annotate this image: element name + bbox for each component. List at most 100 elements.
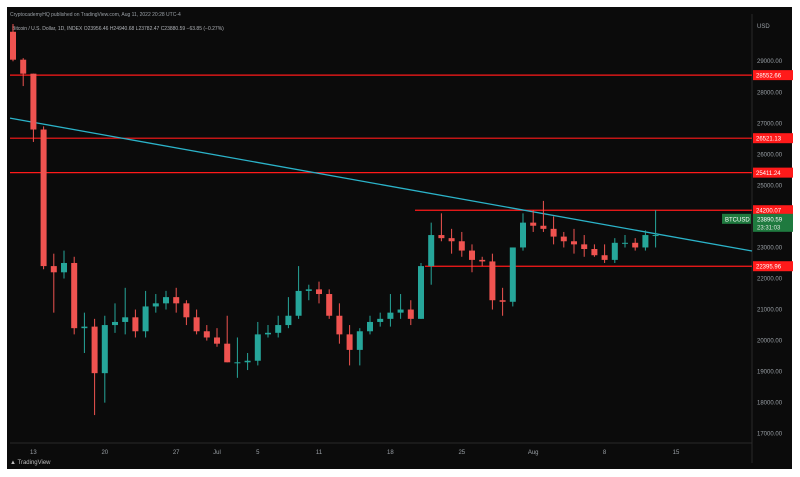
candle-body	[448, 238, 455, 242]
candle-body	[601, 255, 608, 260]
candle-body	[581, 244, 588, 250]
candle-body	[489, 261, 496, 301]
candle-body	[438, 235, 445, 239]
candle-body	[295, 290, 302, 316]
y-tick-label: 17000.00	[757, 432, 783, 438]
candle-body	[10, 31, 16, 60]
x-tick-label: 25	[458, 450, 465, 456]
candle-body	[540, 225, 547, 229]
symbol-tag	[722, 213, 751, 224]
currency-label: USD	[757, 24, 770, 30]
candle-body	[407, 309, 414, 319]
candle-body	[91, 326, 98, 374]
candle-body	[377, 318, 384, 322]
candle-body	[132, 317, 139, 332]
candle-body	[173, 297, 180, 304]
candle-body	[499, 300, 506, 302]
candle-body	[591, 249, 598, 256]
candle-body	[234, 362, 241, 364]
candle-body	[265, 332, 271, 335]
level-price-label: 28552.66	[756, 73, 782, 79]
y-tick-label: 28000.00	[757, 90, 783, 96]
candle-body	[479, 259, 486, 262]
candle-body	[61, 262, 67, 273]
y-tick-label: 27000.00	[757, 121, 783, 127]
tradingview-logo-icon: ▲	[10, 460, 18, 466]
candle-body	[632, 242, 639, 248]
candle-body	[367, 321, 373, 332]
countdown-label: 23:31:03	[757, 225, 781, 231]
level-price-tag	[753, 70, 793, 81]
level-price-label: 24200.07	[756, 208, 782, 214]
candle-body	[193, 317, 200, 332]
y-tick-label: 21000.00	[757, 308, 783, 314]
candle-body	[81, 326, 88, 329]
candle-body	[122, 317, 129, 322]
candle-body	[550, 228, 557, 237]
candle-body	[336, 315, 343, 335]
candle-body	[224, 343, 231, 363]
y-tick-label: 20000.00	[757, 339, 783, 345]
candle-body	[418, 266, 424, 319]
candle-body	[112, 321, 118, 326]
candle-body	[642, 235, 649, 248]
candle-body	[458, 241, 465, 251]
candle-body	[214, 337, 220, 344]
candle-body	[326, 294, 333, 316]
candle-body	[428, 235, 435, 267]
candle-body	[530, 222, 537, 226]
y-tick-label: 23000.00	[757, 245, 783, 251]
candle-body	[356, 331, 363, 350]
candle-body	[163, 297, 169, 304]
symbol-label: BTCUSD	[725, 217, 750, 223]
tradingview-logo: ▲ TradingView	[10, 460, 51, 466]
y-tick-label: 19000.00	[757, 370, 783, 376]
level-price-label: 25411.24	[756, 171, 781, 177]
candle-body	[316, 289, 322, 295]
y-tick-label: 29000.00	[757, 59, 783, 65]
candle-body	[101, 325, 108, 374]
x-tick-label: 27	[173, 450, 180, 456]
candle-body	[254, 334, 261, 361]
x-tick-label: 15	[673, 450, 680, 456]
candle-body	[285, 315, 292, 326]
level-price-tag	[753, 261, 793, 272]
tradingview-logo-text: TradingView	[17, 460, 51, 466]
candle-body	[397, 309, 404, 313]
y-tick-label: 18000.00	[757, 401, 783, 407]
candle-body	[275, 325, 282, 333]
candle-body	[469, 250, 475, 260]
candle-body	[611, 242, 618, 260]
x-tick-label: 20	[101, 450, 108, 456]
candle-body	[40, 129, 47, 267]
x-tick-label: 18	[387, 450, 394, 456]
publisher-header: CryptocademyHQ published on TradingView.…	[10, 12, 181, 18]
candle-body	[152, 303, 159, 307]
candle-body	[142, 306, 149, 332]
y-tick-label: 26000.00	[757, 152, 783, 158]
candle-body	[305, 289, 312, 291]
current-price-tag	[753, 213, 793, 232]
current-price-label: 23890.59	[757, 217, 783, 223]
candle-body	[30, 73, 37, 130]
level-price-tag	[753, 167, 793, 178]
candle-body	[520, 222, 526, 248]
trendline	[9, 117, 753, 252]
symbol-legend: Bitcoin / U.S. Dollar, 1D, INDEX O23956.…	[12, 26, 224, 32]
x-tick-label: 8	[603, 450, 607, 456]
candle-body	[183, 303, 190, 318]
candle-body	[571, 241, 577, 245]
x-tick-label: 13	[30, 450, 37, 456]
candle-body	[20, 59, 27, 74]
level-price-label: 26521.13	[756, 136, 782, 142]
candle-body	[244, 360, 251, 363]
candle-body	[652, 235, 659, 237]
candle-body	[387, 312, 394, 319]
candle-body	[346, 334, 353, 350]
level-price-label: 22395.96	[756, 264, 782, 270]
candle-body	[509, 247, 516, 302]
x-tick-label: 5	[256, 450, 260, 456]
candle-body	[203, 331, 210, 338]
candle-body	[560, 236, 567, 242]
